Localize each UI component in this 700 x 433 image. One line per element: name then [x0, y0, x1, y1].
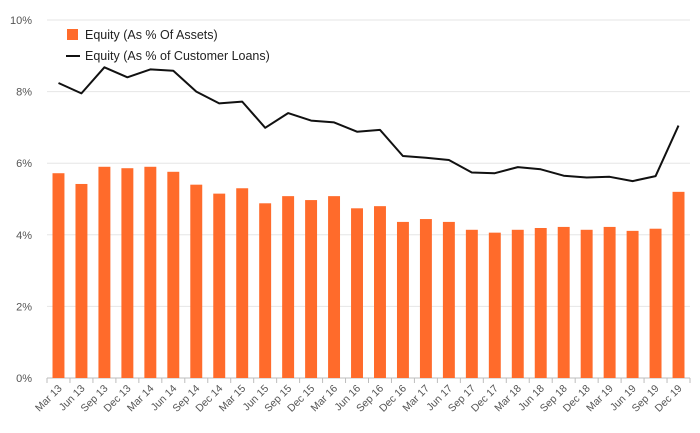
bar-assets	[442, 221, 455, 378]
bar-assets	[236, 188, 249, 378]
y-tick-label: 8%	[16, 87, 32, 99]
legend: Equity (As % Of Assets) Equity (As % of …	[66, 28, 270, 63]
bar-assets	[328, 196, 341, 378]
bar-assets	[167, 171, 180, 378]
y-tick-label: 10%	[10, 15, 32, 27]
bar-assets	[603, 226, 616, 378]
bar-assets	[144, 166, 157, 378]
bar-assets	[351, 208, 363, 378]
gridlines	[47, 19, 690, 379]
y-tick-label: 0%	[16, 373, 32, 385]
bar-assets	[580, 229, 593, 378]
bar-assets	[75, 183, 88, 378]
legend-label-loans: Equity (As % of Customer Loans)	[85, 49, 270, 63]
bar-assets	[121, 168, 134, 378]
y-axis: 0% 2% 4% 6% 8% 10%	[10, 15, 32, 385]
bar-assets	[52, 173, 65, 378]
bar-assets	[305, 200, 318, 378]
bar-assets	[511, 229, 524, 378]
bar-assets	[488, 232, 501, 378]
bar-assets	[259, 203, 272, 378]
bar-assets	[465, 229, 478, 378]
y-tick-label: 2%	[16, 301, 32, 313]
bar-assets	[213, 193, 226, 378]
bar-assets	[649, 228, 662, 378]
bar-series	[52, 166, 685, 378]
bar-assets	[190, 184, 203, 378]
y-tick-label: 4%	[16, 230, 32, 242]
bar-assets	[98, 166, 111, 378]
line-series	[58, 66, 680, 183]
bar-assets	[557, 226, 570, 378]
bar-assets	[672, 191, 685, 378]
legend-swatch-assets	[67, 29, 78, 40]
bar-assets	[282, 196, 295, 378]
line-loans	[58, 66, 680, 183]
y-tick-label: 6%	[16, 158, 32, 170]
bar-assets	[419, 219, 432, 378]
bar-assets	[626, 230, 639, 378]
bar-assets	[534, 227, 547, 378]
bar-assets	[374, 206, 386, 378]
legend-label-assets: Equity (As % Of Assets)	[85, 28, 218, 42]
bar-assets	[396, 221, 409, 378]
